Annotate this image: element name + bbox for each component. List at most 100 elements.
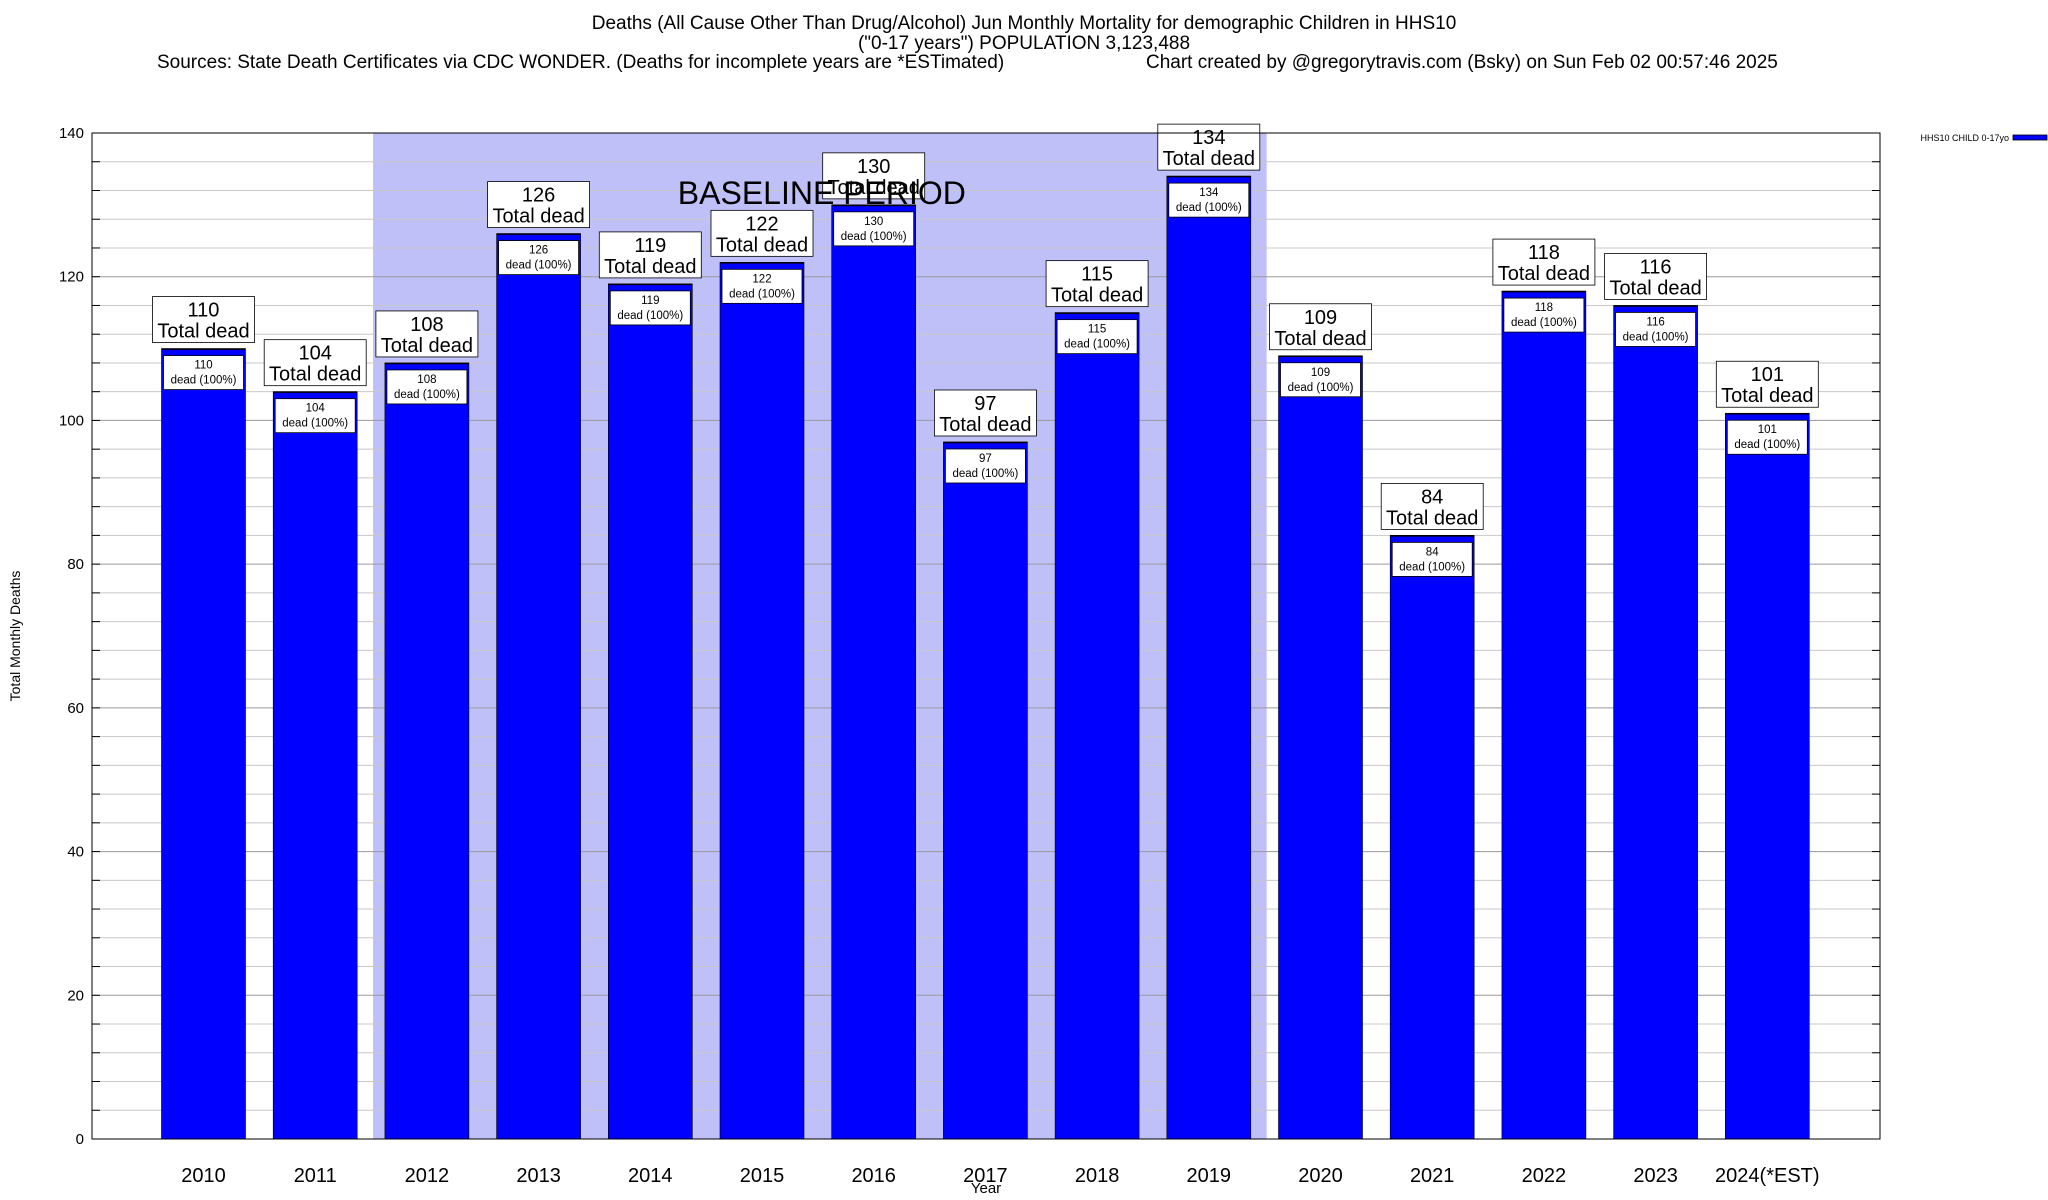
x-tick-label: 2017: [963, 1165, 1008, 1187]
inner-percent-label: dead (100%): [1399, 561, 1465, 573]
inner-label-box: [945, 448, 1026, 484]
x-tick-label: 2021: [1410, 1165, 1455, 1187]
x-tick-label: 2016: [851, 1165, 896, 1187]
total-value-label: 126: [522, 185, 555, 207]
total-value-label: 110: [188, 300, 220, 322]
inner-percent-label: dead (100%): [1288, 382, 1354, 394]
inner-label-box: [721, 268, 803, 304]
total-dead-label: Total dead: [716, 234, 808, 256]
bar: [719, 262, 805, 1140]
total-value-label: 130: [857, 156, 890, 178]
x-tick-label: 2023: [1633, 1165, 1678, 1187]
inner-percent-label: dead (100%): [617, 310, 683, 322]
x-tick-label: 2014: [628, 1165, 673, 1187]
total-dead-label: Total dead: [269, 364, 361, 386]
total-label-box: [1492, 238, 1596, 286]
inner-value-label: 122: [752, 273, 771, 285]
inner-value-label: 110: [194, 360, 212, 372]
bar: [943, 441, 1028, 1140]
bar: [607, 283, 693, 1140]
inner-label-box: [498, 240, 580, 276]
y-axis-label: Total Monthly Deaths: [7, 571, 23, 702]
total-value-label: 101: [1751, 364, 1784, 386]
total-value-label: 84: [1421, 486, 1443, 508]
total-value-label: 97: [974, 393, 996, 415]
total-label-box: [1045, 260, 1149, 308]
total-label-box: [263, 339, 367, 387]
x-tick-label: 2010: [181, 1165, 226, 1187]
inner-label-box: [1280, 362, 1361, 398]
total-dead-label: Total dead: [1498, 263, 1590, 285]
total-dead-label: Total dead: [939, 414, 1031, 436]
total-label-box: [1157, 123, 1261, 171]
bar: [496, 233, 581, 1140]
inner-label-box: [1503, 297, 1585, 333]
inner-percent-label: dead (100%): [952, 468, 1018, 480]
bar: [272, 391, 358, 1140]
inner-label-box: [1168, 182, 1250, 218]
total-value-label: 118: [1528, 242, 1560, 264]
bar: [1166, 175, 1252, 1140]
inner-label-box: [609, 290, 691, 326]
total-dead-label: Total dead: [1051, 285, 1143, 307]
inner-label-box: [386, 369, 468, 405]
chart-title: Deaths (All Cause Other Than Drug/Alcoho…: [591, 13, 1457, 34]
inner-value-label: 118: [1535, 302, 1553, 314]
total-dead-label: Total dead: [1386, 507, 1478, 529]
total-dead-label: Total dead: [828, 177, 920, 199]
bar: [1613, 305, 1698, 1140]
total-value-label: 109: [1304, 307, 1337, 329]
inner-label-box: [1615, 312, 1696, 347]
y-tick-label: 60: [67, 700, 84, 717]
inner-label-box: [1726, 419, 1808, 455]
total-label-box: [822, 152, 926, 200]
total-dead-label: Total dead: [1274, 328, 1366, 350]
inner-label-box: [274, 398, 356, 434]
legend-label: HHS10 CHILD 0-17yo: [1920, 133, 2009, 143]
total-label-box: [152, 296, 255, 343]
chart-subtitle: ("0-17 years") POPULATION 3,123,488: [857, 33, 1191, 54]
total-dead-label: Total dead: [604, 256, 696, 278]
total-label-box: [487, 181, 591, 229]
total-dead-label: Total dead: [1721, 385, 1813, 407]
total-dead-label: Total dead: [157, 321, 249, 343]
inner-percent-label: dead (100%): [1623, 331, 1689, 343]
legend-swatch: [2012, 134, 2048, 141]
inner-percent-label: dead (100%): [1176, 202, 1242, 214]
x-tick-label: 2012: [405, 1165, 450, 1187]
inner-value-label: 134: [1199, 187, 1219, 199]
inner-percent-label: dead (100%): [506, 260, 572, 272]
total-label-box: [1604, 253, 1707, 300]
total-value-label: 119: [634, 235, 666, 257]
inner-value-label: 119: [641, 295, 659, 307]
total-dead-label: Total dead: [492, 206, 584, 228]
inner-percent-label: dead (100%): [394, 389, 460, 401]
y-tick-label: 100: [59, 412, 84, 429]
bar: [1054, 312, 1140, 1140]
total-value-label: 122: [745, 213, 778, 235]
total-label-box: [598, 231, 702, 279]
x-tick-label: 2018: [1075, 1165, 1120, 1187]
bar: [1278, 355, 1363, 1140]
inner-value-label: 116: [1646, 316, 1664, 328]
total-value-label: 134: [1192, 127, 1225, 149]
chart-sources: Sources: State Death Certificates via CD…: [157, 52, 1005, 73]
inner-percent-label: dead (100%): [1064, 339, 1130, 351]
x-tick-label: 2015: [740, 1165, 785, 1187]
x-tick-label: 2013: [516, 1165, 561, 1187]
inner-percent-label: dead (100%): [282, 418, 348, 430]
total-value-label: 108: [410, 314, 443, 336]
plot-frame: [91, 132, 1881, 1140]
y-tick-label: 40: [67, 844, 84, 861]
inner-percent-label: dead (100%): [171, 375, 237, 387]
x-tick-label: 2024(*EST): [1715, 1165, 1820, 1187]
total-dead-label: Total dead: [1163, 148, 1255, 170]
bar: [161, 348, 246, 1140]
bar: [1501, 290, 1587, 1140]
total-label-box: [1269, 303, 1372, 351]
total-label-box: [1380, 482, 1484, 530]
bar: [384, 362, 470, 1140]
total-label-box: [1715, 360, 1819, 408]
inner-label-box: [833, 211, 915, 247]
inner-value-label: 97: [979, 453, 992, 465]
